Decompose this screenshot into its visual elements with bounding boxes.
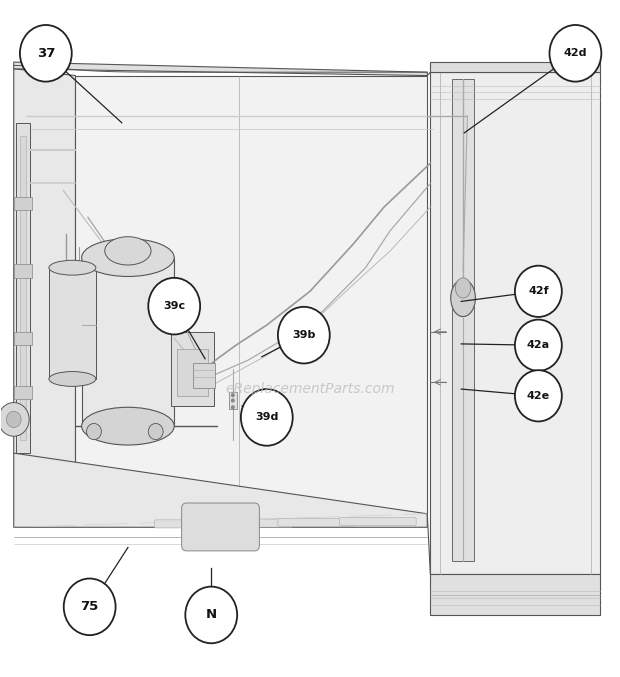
Circle shape [6,412,21,427]
Text: 39c: 39c [163,301,185,311]
Polygon shape [430,72,600,575]
Circle shape [185,586,237,643]
FancyBboxPatch shape [278,519,355,526]
Ellipse shape [82,239,174,276]
FancyBboxPatch shape [14,264,32,278]
Ellipse shape [105,237,151,265]
FancyBboxPatch shape [14,332,32,345]
Text: 42a: 42a [527,341,550,350]
FancyBboxPatch shape [216,519,293,527]
FancyBboxPatch shape [16,123,30,453]
Text: 42d: 42d [564,48,587,58]
Text: 42e: 42e [527,391,550,401]
FancyBboxPatch shape [193,363,215,389]
Circle shape [232,399,234,402]
Circle shape [515,320,562,371]
Ellipse shape [49,372,96,387]
Polygon shape [14,453,427,527]
Polygon shape [76,76,427,514]
Circle shape [241,389,293,445]
Polygon shape [430,575,600,615]
Circle shape [148,423,163,439]
Circle shape [232,394,234,397]
Circle shape [549,25,601,82]
Polygon shape [14,62,427,76]
FancyBboxPatch shape [82,257,174,426]
Circle shape [515,370,562,421]
Circle shape [148,278,200,334]
FancyBboxPatch shape [171,332,215,406]
Circle shape [87,423,102,439]
Polygon shape [14,69,76,514]
Text: eReplacementParts.com: eReplacementParts.com [225,382,395,396]
Text: 37: 37 [37,47,55,60]
Text: N: N [206,609,217,621]
Ellipse shape [49,260,96,275]
Circle shape [278,307,330,364]
Polygon shape [430,62,600,72]
Circle shape [64,579,115,635]
Ellipse shape [455,278,471,298]
Text: 42f: 42f [528,286,549,297]
Text: 75: 75 [81,600,99,613]
Circle shape [232,406,234,409]
FancyBboxPatch shape [49,267,96,379]
Text: 39d: 39d [255,412,278,422]
Circle shape [515,265,562,317]
Circle shape [20,25,72,82]
FancyBboxPatch shape [177,349,208,396]
Ellipse shape [82,408,174,445]
Ellipse shape [451,280,476,317]
FancyBboxPatch shape [229,393,237,410]
FancyBboxPatch shape [14,386,32,399]
Polygon shape [452,79,474,561]
Text: 39b: 39b [292,330,316,340]
FancyBboxPatch shape [20,136,26,439]
Circle shape [0,403,29,436]
FancyBboxPatch shape [154,520,231,528]
FancyBboxPatch shape [182,503,259,551]
FancyBboxPatch shape [340,517,416,525]
FancyBboxPatch shape [14,197,32,211]
